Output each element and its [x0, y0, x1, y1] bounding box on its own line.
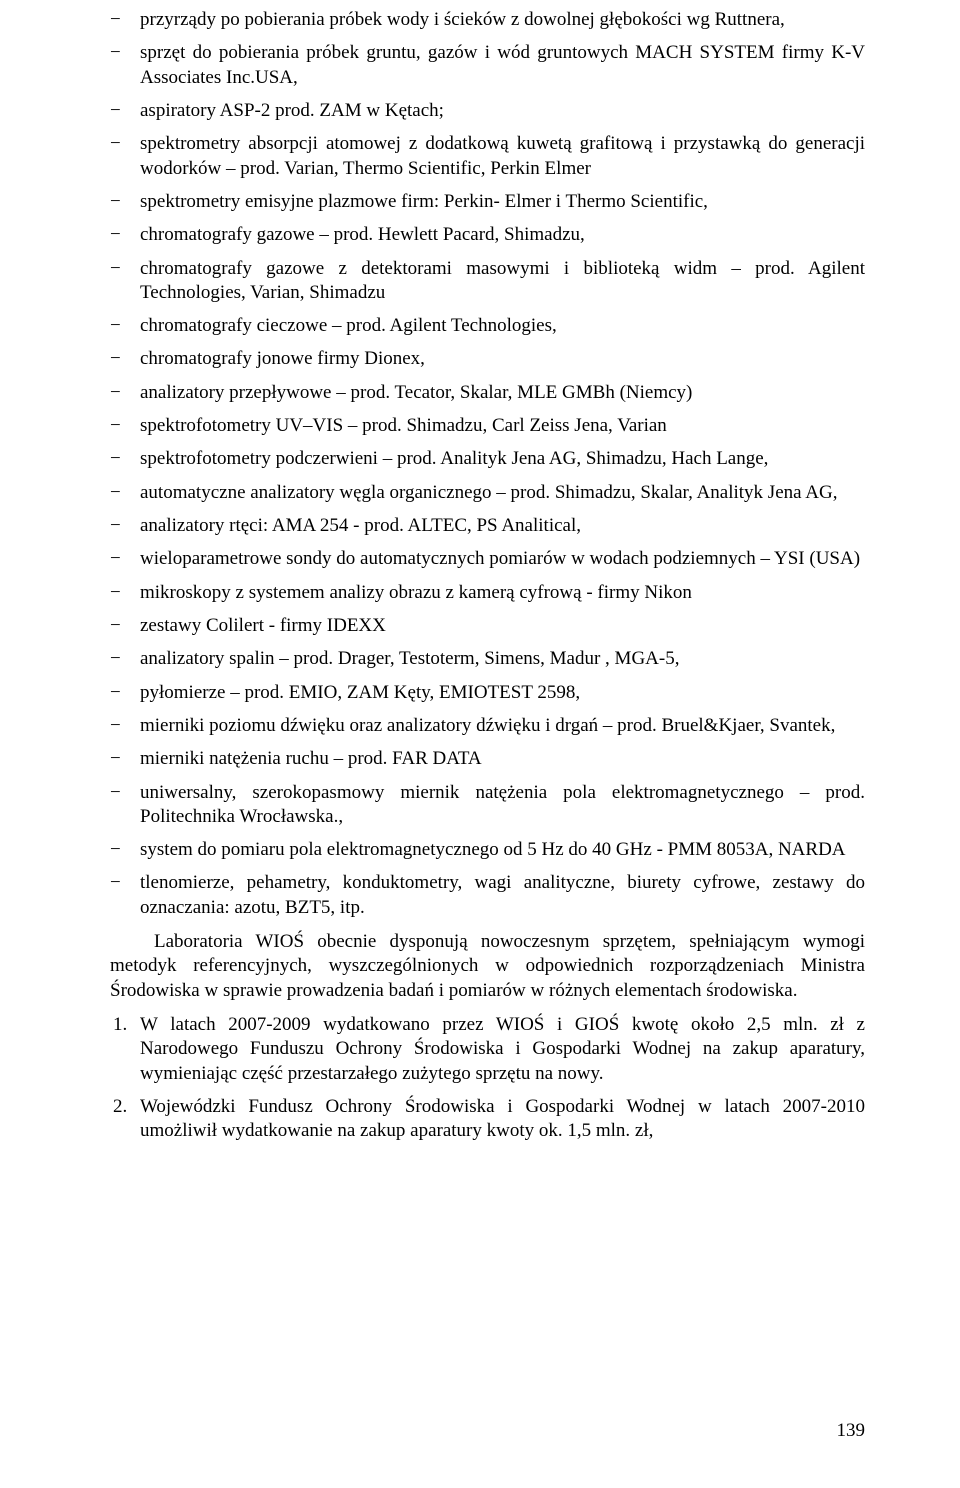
list-item: chromatografy gazowe z detektorami masow… — [110, 257, 865, 306]
list-item: zestawy Colilert - firmy IDEXX — [110, 614, 865, 638]
list-item: analizatory przepływowe – prod. Tecator,… — [110, 381, 865, 405]
list-item: automatyczne analizatory węgla organiczn… — [110, 481, 865, 505]
numbered-list: W latach 2007-2009 wydatkowano przez WIO… — [110, 1013, 865, 1144]
list-item: system do pomiaru pola elektromagnetyczn… — [110, 838, 865, 862]
list-item: mikroskopy z systemem analizy obrazu z k… — [110, 581, 865, 605]
list-item: aspiratory ASP-2 prod. ZAM w Kętach; — [110, 99, 865, 123]
list-item: uniwersalny, szerokopasmowy miernik natę… — [110, 781, 865, 830]
equipment-list: przyrządy po pobierania próbek wody i śc… — [110, 8, 865, 920]
list-item: chromatografy gazowe – prod. Hewlett Pac… — [110, 223, 865, 247]
list-item: analizatory rtęci: AMA 254 - prod. ALTEC… — [110, 514, 865, 538]
list-item: pyłomierze – prod. EMIO, ZAM Kęty, EMIOT… — [110, 681, 865, 705]
list-item: W latach 2007-2009 wydatkowano przez WIO… — [110, 1013, 865, 1086]
list-item: mierniki natężenia ruchu – prod. FAR DAT… — [110, 747, 865, 771]
list-item: wieloparametrowe sondy do automatycznych… — [110, 547, 865, 571]
document-page: przyrządy po pobierania próbek wody i śc… — [0, 0, 960, 1488]
list-item: spektrometry emisyjne plazmowe firm: Per… — [110, 190, 865, 214]
list-item: spektrometry absorpcji atomowej z dodatk… — [110, 132, 865, 181]
list-item: analizatory spalin – prod. Drager, Testo… — [110, 647, 865, 671]
list-item: chromatografy cieczowe – prod. Agilent T… — [110, 314, 865, 338]
list-item: sprzęt do pobierania próbek gruntu, gazó… — [110, 41, 865, 90]
list-item: przyrządy po pobierania próbek wody i śc… — [110, 8, 865, 32]
list-item: chromatografy jonowe firmy Dionex, — [110, 347, 865, 371]
list-item: spektrofotometry podczerwieni – prod. An… — [110, 447, 865, 471]
list-item: tlenomierze, pehametry, konduktometry, w… — [110, 871, 865, 920]
intro-paragraph: Laboratoria WIOŚ obecnie dysponują nowoc… — [110, 930, 865, 1003]
list-item: spektrofotometry UV–VIS – prod. Shimadzu… — [110, 414, 865, 438]
page-number: 139 — [837, 1420, 866, 1442]
list-item: mierniki poziomu dźwięku oraz analizator… — [110, 714, 865, 738]
list-item: Wojewódzki Fundusz Ochrony Środowiska i … — [110, 1095, 865, 1144]
